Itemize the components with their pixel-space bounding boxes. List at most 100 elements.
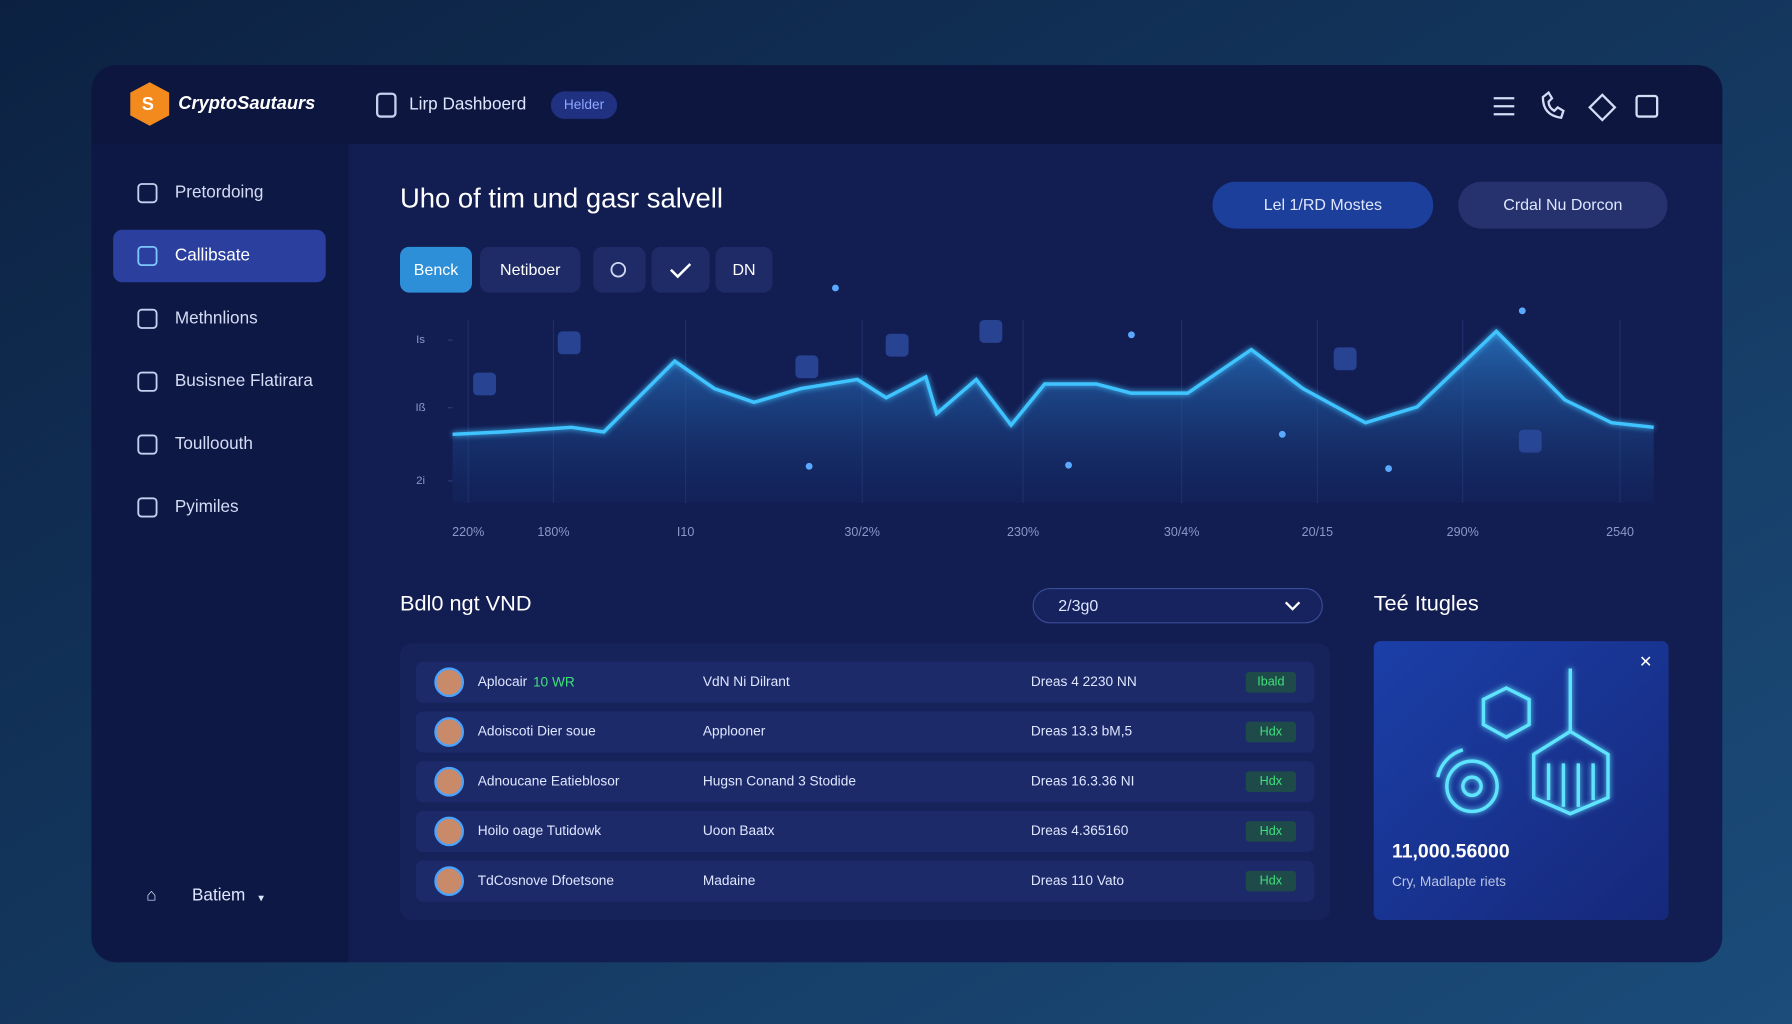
tab[interactable] bbox=[400, 246, 472, 293]
row-amount: Dreas 4.365160 bbox=[1031, 823, 1129, 838]
row-status: Hdx bbox=[1260, 873, 1283, 887]
y-tick-label: Is bbox=[416, 334, 425, 346]
action-button[interactable] bbox=[1458, 181, 1668, 229]
nav-icon bbox=[137, 308, 158, 329]
header-badge-text: Helder bbox=[564, 97, 605, 112]
nav-item[interactable]: Callibsate bbox=[175, 245, 250, 265]
action-button[interactable] bbox=[1212, 181, 1434, 229]
row-status: Hdx bbox=[1260, 724, 1283, 738]
sidebar-footer[interactable]: Batiem bbox=[192, 885, 245, 905]
x-tick-label: 2540 bbox=[1606, 525, 1634, 539]
x-tick-label: 220% bbox=[452, 525, 484, 539]
tab-label: Benck bbox=[414, 262, 459, 279]
table-row[interactable] bbox=[416, 810, 1315, 852]
filter-dropdown[interactable] bbox=[1032, 588, 1323, 624]
chart-particle bbox=[1065, 461, 1072, 469]
x-tick-label: 290% bbox=[1447, 525, 1479, 539]
row-detail: Hugsn Conand 3 Stodide bbox=[703, 773, 857, 788]
search-glyph bbox=[610, 261, 627, 278]
row-detail: Applooner bbox=[703, 724, 766, 739]
x-tick-label: I10 bbox=[677, 525, 694, 539]
row-amount: Dreas 13.3 bM,5 bbox=[1031, 724, 1133, 739]
settings-icon[interactable] bbox=[1588, 93, 1617, 122]
chart-marker-icon bbox=[473, 372, 496, 396]
card-illustration bbox=[1436, 668, 1610, 816]
chart-particle bbox=[1278, 430, 1286, 438]
tab[interactable] bbox=[480, 246, 581, 293]
table-row[interactable] bbox=[416, 661, 1315, 703]
tab-icon-search[interactable] bbox=[593, 246, 646, 293]
row-name: Hoilo oage Tutidowk bbox=[478, 823, 602, 838]
sidebar bbox=[91, 144, 349, 963]
row-name: Aplocair 10 WR bbox=[478, 674, 575, 689]
card-caption: Cry, Madlapte riets bbox=[1392, 874, 1506, 889]
card-close[interactable]: ✕ bbox=[1639, 654, 1652, 671]
chart: 220% 180% I10 30/2% 230% 30/4% 20/15 290% 2540 Is… bbox=[416, 284, 1654, 539]
chart-particle bbox=[1128, 331, 1135, 339]
filter-text: 2/3g0 bbox=[1058, 598, 1098, 615]
tab-icon-check[interactable] bbox=[651, 246, 710, 293]
sidebar-footer-icon: ⌂ bbox=[146, 885, 156, 905]
chart-particle bbox=[1518, 307, 1526, 315]
status-badge bbox=[1245, 721, 1296, 743]
row-name: TdCosnove Dfoetsone bbox=[478, 873, 615, 888]
header-badge[interactable] bbox=[550, 91, 618, 119]
avatar bbox=[434, 667, 464, 698]
table-title: Bdl0 ngt VND bbox=[400, 590, 531, 615]
nav-item[interactable]: Toulloouth bbox=[175, 433, 253, 453]
chart-particle bbox=[805, 462, 813, 470]
nav-item[interactable]: Methnlions bbox=[175, 307, 258, 327]
row-tag: 10 WR bbox=[533, 674, 575, 689]
chart-marker-icon bbox=[557, 331, 581, 355]
nav-item[interactable]: Pretordoing bbox=[175, 182, 264, 202]
area-fill bbox=[452, 331, 1654, 503]
y-tick-label: 2i bbox=[416, 475, 425, 487]
brand-name: CryptoSautaurs bbox=[178, 92, 315, 113]
line bbox=[452, 328, 1654, 436]
nav-icon bbox=[137, 434, 158, 455]
y-tick-label: Iß bbox=[416, 402, 426, 414]
check-glyph bbox=[669, 263, 692, 279]
x-tick-label: 20/15 bbox=[1302, 525, 1333, 539]
x-tick-label: 230% bbox=[1007, 525, 1039, 539]
tab[interactable] bbox=[715, 246, 773, 293]
x-tick-label: 30/2% bbox=[844, 525, 880, 539]
row-name: Adnoucane Eatieblosor bbox=[478, 773, 620, 788]
phone-icon[interactable] bbox=[1541, 90, 1565, 119]
row-amount: Dreas 110 Vato bbox=[1031, 873, 1125, 888]
nav-item[interactable]: Busisnee Flatirara bbox=[175, 370, 313, 390]
table-row[interactable] bbox=[416, 860, 1315, 902]
chart-marker-icon bbox=[1333, 347, 1357, 371]
row-status: Hdx bbox=[1260, 824, 1283, 838]
chart-marker-icon bbox=[979, 320, 1003, 343]
brand-logo bbox=[130, 82, 170, 126]
brand-logo-mark: S bbox=[142, 93, 154, 114]
sidebar-nav: Pretordoing Callibsate Methnlions Busisnee … bbox=[113, 182, 326, 518]
chart-particle bbox=[832, 284, 839, 292]
promo-card bbox=[1373, 641, 1669, 920]
dropdown-caret bbox=[1284, 601, 1301, 611]
nav-icon bbox=[137, 371, 158, 392]
nav-icon bbox=[137, 183, 158, 204]
nav-item[interactable]: Pyimiles bbox=[175, 496, 239, 516]
table-row[interactable] bbox=[416, 761, 1315, 803]
header-actions bbox=[1493, 90, 1659, 122]
avatar bbox=[434, 766, 464, 797]
main-title: Uho of tim und gasr salvell bbox=[400, 182, 723, 213]
nav-icon bbox=[137, 497, 158, 518]
table-row[interactable] bbox=[416, 711, 1315, 753]
status-badge bbox=[1245, 821, 1296, 842]
x-tick-label: 30/4% bbox=[1164, 525, 1200, 539]
avatar bbox=[434, 816, 464, 847]
main-buttons: Lel 1/RD Mostes Crdal Nu Dorcon bbox=[1212, 181, 1668, 229]
row-name: Adoiscoti Dier soue bbox=[478, 724, 596, 739]
menu-icon[interactable] bbox=[1493, 97, 1515, 116]
card-value: 11,000.56000 bbox=[1392, 841, 1510, 863]
image-icon[interactable] bbox=[1635, 94, 1659, 118]
nav-icon bbox=[137, 245, 158, 267]
status-badge bbox=[1245, 771, 1296, 792]
header-title: Lirp Dashboerd bbox=[409, 94, 526, 114]
row-detail: Madaine bbox=[703, 873, 756, 888]
